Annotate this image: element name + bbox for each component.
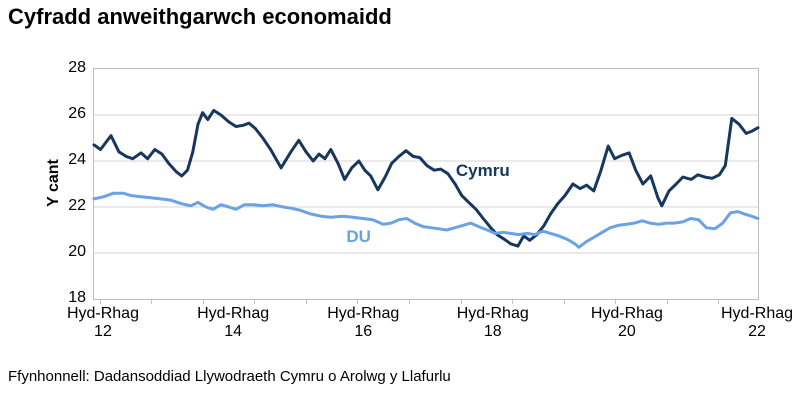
source-note: Ffynhonnell: Dadansoddiad Llywodraeth Cy… (8, 368, 451, 385)
series-line-du (92, 191, 760, 249)
x-tick-period: Hyd-Rhag (197, 305, 270, 322)
x-axis-minor-tick-5 (357, 299, 359, 304)
x-axis-minor-tick-11 (666, 299, 668, 304)
series-label-du: DU (346, 226, 371, 246)
x-tick-period: Hyd-Rhag (720, 305, 794, 322)
y-tick-label-20: 20 (68, 243, 86, 260)
x-tick-label-14: Hyd-Rhag 14 (185, 305, 281, 341)
x-tick-period: Hyd-Rhag (456, 305, 529, 322)
x-tick-year: 20 (617, 323, 636, 340)
series-label-cymru: Cymru (455, 161, 510, 180)
x-tick-year: 14 (224, 323, 242, 340)
x-axis-minor-tick-4 (306, 299, 308, 304)
x-tick-period: Hyd-Rhag (590, 305, 663, 322)
y-tick-label-24: 24 (68, 151, 86, 168)
x-tick-label-20: Hyd-Rhag 20 (579, 305, 675, 341)
x-tick-label-16: Hyd-Rhag 16 (315, 305, 411, 341)
x-axis-minor-tick-8 (511, 299, 513, 304)
x-tick-period: Hyd-Rhag (66, 305, 139, 322)
plot-svg (92, 108, 760, 254)
y-tick-label-22: 22 (68, 197, 86, 214)
x-tick-year: 18 (483, 323, 502, 340)
x-axis-minor-tick-1 (151, 299, 153, 304)
x-axis-minor-tick-6 (409, 299, 411, 304)
x-axis-minor-tick-10 (614, 299, 616, 304)
y-tick-label-28: 28 (68, 59, 86, 76)
x-axis-minor-tick-2 (203, 299, 205, 304)
x-tick-period: Hyd-Rhag (327, 305, 400, 322)
plot-area: Cymru DU (92, 68, 760, 300)
y-tick-label-26: 26 (68, 105, 86, 122)
x-tick-label-18: Hyd-Rhag 18 (445, 305, 541, 341)
chart-title: Cyfradd anweithgarwch economaidd (8, 4, 392, 29)
series-line-cymru (92, 108, 760, 248)
y-tick-label-18: 18 (68, 289, 86, 306)
x-axis-minor-tick-0 (100, 299, 102, 304)
x-axis-minor-tick-3 (254, 299, 256, 304)
x-tick-label-12: Hyd-Rhag 12 (55, 305, 151, 341)
x-tick-label-22: Hyd-Rhag 22 (709, 305, 805, 341)
x-tick-year: 22 (748, 323, 766, 340)
x-axis-minor-tick-7 (460, 299, 462, 304)
x-axis-minor-tick-9 (563, 299, 565, 304)
x-tick-year: 16 (354, 323, 373, 340)
x-tick-year: 12 (94, 323, 112, 340)
x-axis-minor-tick-12 (717, 299, 719, 304)
